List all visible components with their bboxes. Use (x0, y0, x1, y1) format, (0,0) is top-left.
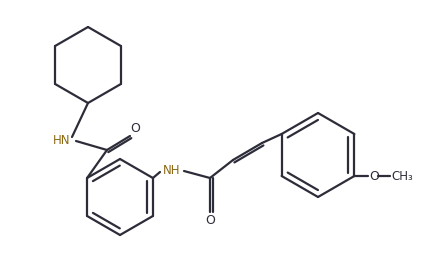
Text: HN: HN (53, 134, 71, 147)
Text: O: O (205, 214, 215, 227)
Text: O: O (369, 170, 379, 183)
Text: O: O (130, 123, 140, 135)
Text: CH₃: CH₃ (392, 170, 413, 183)
Text: NH: NH (163, 163, 181, 176)
